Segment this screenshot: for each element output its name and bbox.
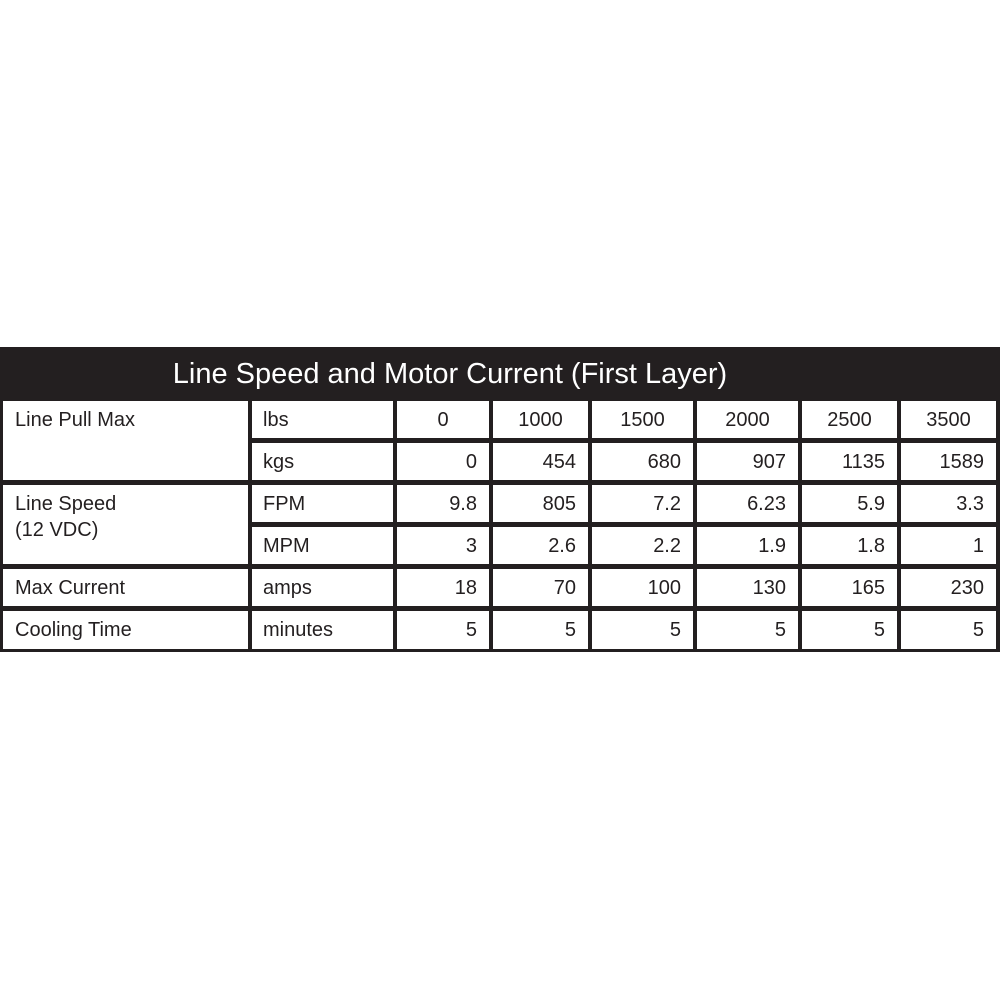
value-cell: 6.23: [697, 485, 798, 522]
row-label: Max Current: [15, 577, 126, 599]
value-cell: 1589: [901, 443, 996, 480]
row-label-cell: Line Speed (12 VDC): [3, 485, 248, 564]
value-cell: 100: [592, 569, 693, 606]
value-cell: 3500: [901, 401, 996, 438]
value-cell: 5: [802, 611, 897, 649]
unit-cell: kgs: [252, 443, 393, 480]
value-cell: 1: [901, 527, 996, 564]
value-cell: 0: [397, 443, 489, 480]
line-speed-table: Line Speed and Motor Current (First Laye…: [0, 347, 1000, 652]
row-label: Line Speed: [15, 493, 117, 515]
value-cell: 1135: [802, 443, 897, 480]
value-cell: 5: [901, 611, 996, 649]
value-cell: 907: [697, 443, 798, 480]
value-cell: 130: [697, 569, 798, 606]
value-cell: 5: [592, 611, 693, 649]
unit-cell: lbs: [252, 401, 393, 438]
unit-cell: minutes: [252, 611, 393, 649]
row-label-cell: Line Pull Max: [3, 401, 248, 480]
value-cell: 805: [493, 485, 588, 522]
row-label: Cooling Time: [15, 619, 132, 641]
value-cell: 5: [697, 611, 798, 649]
unit-cell: MPM: [252, 527, 393, 564]
row-label: Line Pull Max: [15, 409, 136, 431]
value-cell: 1.8: [802, 527, 897, 564]
value-cell: 5: [493, 611, 588, 649]
row-sublabel: (12 VDC): [15, 519, 99, 541]
value-cell: 680: [592, 443, 693, 480]
unit-cell: amps: [252, 569, 393, 606]
value-cell: 9.8: [397, 485, 489, 522]
value-cell: 1000: [493, 401, 588, 438]
value-cell: 0: [397, 401, 489, 438]
value-cell: 165: [802, 569, 897, 606]
row-label-cell: Max Current: [3, 569, 248, 606]
table-title: Line Speed and Motor Current (First Laye…: [172, 358, 728, 390]
value-cell: 18: [397, 569, 489, 606]
value-cell: 1500: [592, 401, 693, 438]
unit-cell: FPM: [252, 485, 393, 522]
value-cell: 70: [493, 569, 588, 606]
value-cell: 2000: [697, 401, 798, 438]
row-label-cell: Cooling Time: [3, 611, 248, 649]
value-cell: 5: [397, 611, 489, 649]
value-cell: 2500: [802, 401, 897, 438]
value-cell: 230: [901, 569, 996, 606]
value-cell: 2.6: [493, 527, 588, 564]
value-cell: 454: [493, 443, 588, 480]
value-cell: 1.9: [697, 527, 798, 564]
value-cell: 3.3: [901, 485, 996, 522]
value-cell: 5.9: [802, 485, 897, 522]
value-cell: 3: [397, 527, 489, 564]
value-cell: 2.2: [592, 527, 693, 564]
value-cell: 7.2: [592, 485, 693, 522]
